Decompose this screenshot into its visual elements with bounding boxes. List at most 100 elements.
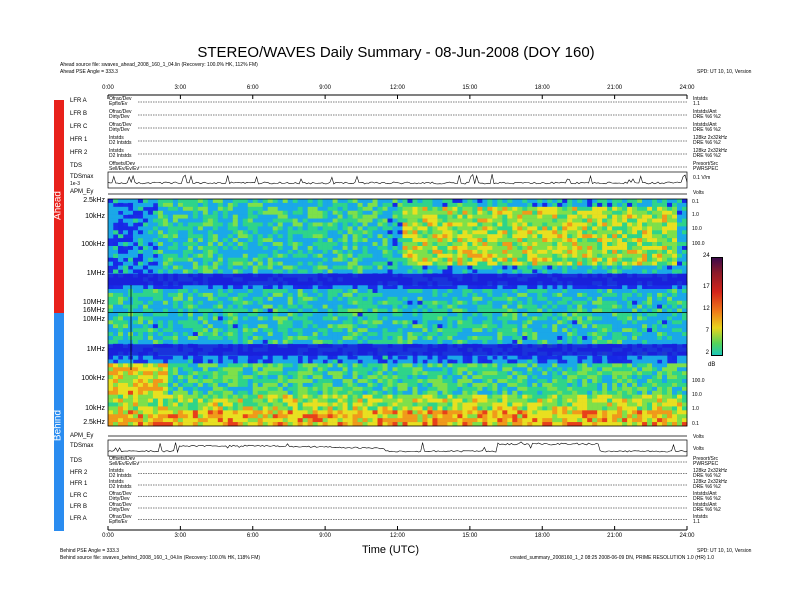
spectrogram-cell [302, 206, 308, 212]
spectrogram-cell [672, 261, 678, 266]
spectrogram-cell [682, 234, 688, 239]
spectrogram-cell [182, 296, 189, 302]
spectrogram-cell [447, 320, 453, 325]
spectrogram-cell [237, 335, 244, 341]
spectrogram-cell [127, 375, 134, 380]
spectrogram-cell [122, 242, 129, 247]
spectrogram-cell [317, 214, 323, 219]
spectrogram-cell [402, 210, 408, 215]
spectrogram-cell [137, 253, 144, 258]
spectrogram-cell [547, 371, 553, 376]
spectrogram-cell [362, 296, 368, 302]
spectrogram-cell [592, 328, 598, 333]
spectrogram-cell [617, 214, 623, 219]
spectrogram-cell [577, 308, 583, 313]
spectrogram-cell [347, 292, 353, 298]
spectrogram-cell [372, 296, 378, 302]
spectrogram-cell [372, 324, 378, 329]
spectrogram-cell [152, 226, 159, 231]
spectrogram-cell [332, 332, 338, 337]
spectrogram-cell [512, 367, 518, 372]
spectrogram-cell [667, 242, 673, 247]
spectrogram-cell [387, 253, 393, 258]
spectrogram-cell [352, 285, 358, 290]
spectrogram-cell [557, 199, 563, 204]
spectrogram-cell [267, 308, 274, 313]
spectrogram-cell [137, 199, 144, 204]
spectrogram-cell [642, 242, 648, 247]
spectrogram-cell [537, 222, 543, 227]
spectrogram-cell [192, 308, 199, 313]
spectrogram-cell [152, 363, 159, 368]
spectrogram-cell [637, 320, 643, 325]
spectrogram-cell [292, 199, 298, 204]
spectrogram-cell [217, 245, 224, 251]
spectrogram-cell [137, 379, 144, 384]
spectrogram-cell [157, 261, 164, 266]
spectrogram-cell [237, 375, 244, 380]
spectrogram-cell [467, 320, 473, 325]
spectrogram-cell [212, 320, 219, 325]
spectrogram-cell [362, 332, 368, 337]
spectrogram-cell [632, 304, 638, 309]
spectrogram-cell [507, 226, 513, 231]
spectrogram-cell [622, 257, 628, 262]
spectrogram-cell [142, 316, 149, 321]
spectrogram-cell [637, 335, 643, 341]
spectrogram-cell [247, 367, 254, 372]
spectrogram-cell [267, 324, 274, 329]
spectrogram-cell [567, 210, 573, 215]
spectrogram-cell [437, 332, 443, 337]
spectrogram-cell [192, 324, 199, 329]
spectrogram-cell [592, 249, 598, 255]
spectrogram-cell [347, 218, 353, 223]
spectrogram-cell [162, 328, 169, 333]
spectrogram-cell [197, 285, 204, 290]
spectrogram-cell [582, 335, 588, 341]
spectrogram-cell [367, 367, 373, 372]
spectrogram-cell [637, 218, 643, 223]
spectrogram-cell [187, 371, 194, 376]
spectrogram-cell [372, 206, 378, 212]
spectrogram-cell [292, 210, 298, 215]
spectrogram-cell [437, 269, 443, 274]
spectrogram-cell [642, 363, 648, 368]
spectrogram-cell [227, 206, 234, 212]
spectrogram-cell [267, 296, 274, 302]
spectrogram-cell [427, 265, 433, 270]
spectrogram-cell [172, 249, 179, 255]
spectrogram-cell [517, 253, 523, 258]
spectrogram-cell [167, 308, 174, 313]
spectrogram-cell [352, 324, 358, 329]
spectrogram-cell [177, 269, 184, 274]
spectrogram-cell [357, 261, 363, 266]
spectrogram-cell [602, 324, 608, 329]
spectrogram-cell [267, 214, 274, 219]
spectrogram-cell [567, 202, 573, 208]
spectrogram-cell [667, 202, 673, 208]
spectrogram-cell [237, 312, 244, 317]
spectrogram-cell [342, 355, 348, 360]
spectrogram-cell [677, 242, 683, 247]
spectrogram-cell [452, 312, 458, 317]
spectrogram-cell [452, 222, 458, 227]
spectrogram-cell [592, 308, 598, 313]
spectrogram-cell [417, 218, 423, 223]
spectrogram-cell [272, 367, 279, 372]
spectrogram-cell [212, 249, 219, 255]
spectrogram-cell [267, 257, 274, 262]
spectrogram-cell [612, 206, 618, 212]
spectrogram-cell [557, 308, 563, 313]
spectrogram-cell [302, 292, 308, 298]
spectrogram-cell [307, 296, 313, 302]
spectrogram-cell [137, 292, 144, 298]
spectrogram-cell [187, 328, 194, 333]
spectrogram-cell [202, 375, 209, 380]
spectrogram-cell [647, 257, 653, 262]
spectrogram-cell [112, 230, 119, 235]
spectrogram-cell [417, 234, 423, 239]
spectrogram-cell [152, 234, 159, 239]
spectrogram-cell [222, 245, 229, 251]
spectrogram-cell [172, 210, 179, 215]
spectrogram-cell [382, 328, 388, 333]
